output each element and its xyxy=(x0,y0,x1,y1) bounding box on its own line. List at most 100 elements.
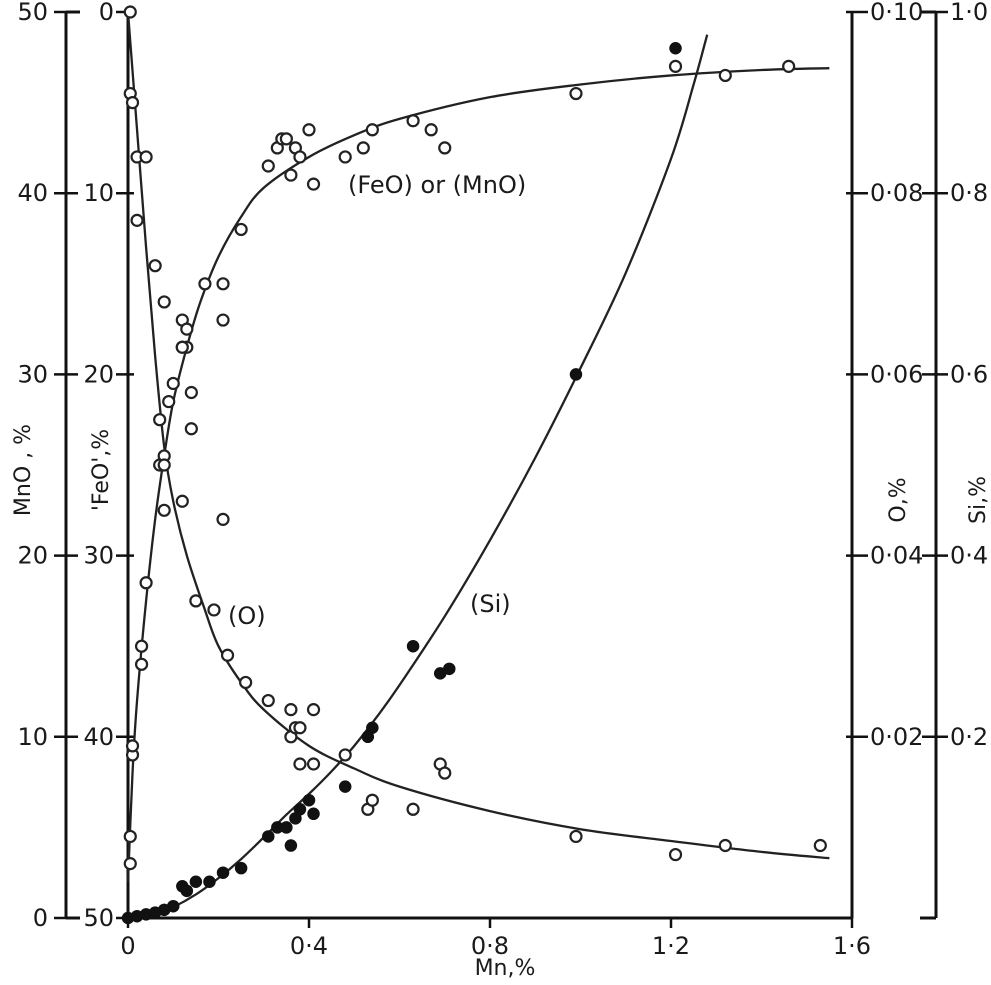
si-tick-label: 0·6 xyxy=(950,360,988,388)
si-tick-label: 0·8 xyxy=(950,179,988,207)
point-mno xyxy=(162,394,176,409)
point-o xyxy=(438,766,452,780)
o-tick-label: 0·08 xyxy=(870,179,923,207)
mno-tick-label: 30 xyxy=(17,360,48,388)
point-o xyxy=(668,847,683,862)
y-axis-label-mno: MnO , % xyxy=(11,424,36,516)
fitted-curves xyxy=(126,11,830,920)
feo-tick-label: 20 xyxy=(83,360,114,388)
point-mno xyxy=(338,150,352,164)
point-mno xyxy=(782,59,796,73)
point-o xyxy=(157,458,171,472)
point-o xyxy=(261,693,275,708)
mno-tick-label: 0 xyxy=(33,904,48,932)
point-mno xyxy=(424,123,438,137)
x-tick-label: 1·2 xyxy=(652,932,690,960)
point-o xyxy=(153,413,167,427)
point-o xyxy=(293,757,307,771)
point-o xyxy=(813,838,827,853)
data-points xyxy=(121,5,827,925)
point-o xyxy=(184,385,198,400)
point-o xyxy=(216,512,230,526)
point-o xyxy=(175,340,189,354)
point-si xyxy=(406,639,420,653)
point-si xyxy=(280,821,293,834)
mno-tick-label: 50 xyxy=(17,0,48,26)
point-o xyxy=(306,757,321,771)
mno-tick-label: 40 xyxy=(17,179,48,207)
point-mno xyxy=(406,114,420,128)
point-si xyxy=(443,662,456,676)
point-o xyxy=(125,95,140,110)
point-o xyxy=(175,494,189,508)
point-si xyxy=(284,839,298,852)
point-o xyxy=(569,829,583,844)
point-mno xyxy=(279,132,293,146)
point-si xyxy=(234,861,248,875)
point-mno xyxy=(134,657,149,671)
point-mno xyxy=(198,277,212,291)
point-mno xyxy=(216,313,230,327)
mno-tick-label: 10 xyxy=(17,723,48,751)
annotation-feo-mno: (FeO) or (MnO) xyxy=(348,171,526,199)
point-mno xyxy=(293,150,307,164)
feo-tick-label: 30 xyxy=(83,542,114,570)
point-si xyxy=(669,41,682,55)
point-mno xyxy=(234,222,248,237)
feo-tick-label: 0 xyxy=(99,0,114,26)
curve-mno xyxy=(126,67,830,882)
feo-tick-label: 10 xyxy=(83,179,114,207)
o-tick-label: 0·10 xyxy=(870,0,923,26)
x-tick-label: 0·4 xyxy=(290,932,328,960)
point-mno xyxy=(125,739,140,753)
point-o xyxy=(293,721,307,735)
annotation-si: (Si) xyxy=(470,590,511,618)
mno-tick-label: 20 xyxy=(17,542,48,570)
feo-tick-label: 40 xyxy=(83,723,114,751)
point-si xyxy=(338,780,352,793)
si-tick-label: 1·0 xyxy=(950,0,988,26)
o-tick-label: 0·04 xyxy=(870,542,923,570)
point-o xyxy=(239,675,253,690)
y-axis-label-feo: 'FeO',% xyxy=(89,429,114,511)
point-mno xyxy=(718,68,732,83)
y-axis-label-o: O,% xyxy=(886,477,911,522)
o-tick-label: 0·06 xyxy=(870,360,923,388)
y-axis-label-si: Si,% xyxy=(966,476,991,524)
point-o xyxy=(157,503,171,517)
point-o xyxy=(338,748,352,762)
point-si xyxy=(189,875,203,889)
x-tick-label: 1·6 xyxy=(833,932,871,960)
curve-o xyxy=(126,11,830,860)
point-mno xyxy=(302,123,316,137)
point-mno xyxy=(216,277,230,291)
point-o xyxy=(148,259,162,273)
point-si xyxy=(180,884,194,898)
point-o xyxy=(207,603,221,617)
point-o xyxy=(406,802,420,816)
point-si xyxy=(366,721,379,734)
point-mno xyxy=(123,857,137,871)
point-o xyxy=(365,793,379,807)
point-o xyxy=(130,213,144,227)
point-mno xyxy=(284,168,298,182)
point-si xyxy=(302,793,316,807)
point-si xyxy=(262,830,275,843)
o-tick-label: 0·02 xyxy=(870,723,923,751)
point-mno xyxy=(356,141,370,155)
point-o xyxy=(139,150,153,164)
point-si xyxy=(293,803,307,816)
point-mno xyxy=(365,123,379,137)
point-si xyxy=(569,368,583,381)
x-axis-label: Mn,% xyxy=(475,956,536,981)
point-mno xyxy=(569,86,583,101)
point-mno xyxy=(134,639,149,653)
point-mno xyxy=(306,177,321,191)
point-si xyxy=(167,899,180,913)
point-o xyxy=(220,648,235,662)
point-si xyxy=(216,866,230,879)
feo-tick-label: 50 xyxy=(83,904,114,932)
x-tick-label: 0·8 xyxy=(471,932,509,960)
point-mno xyxy=(166,376,180,391)
